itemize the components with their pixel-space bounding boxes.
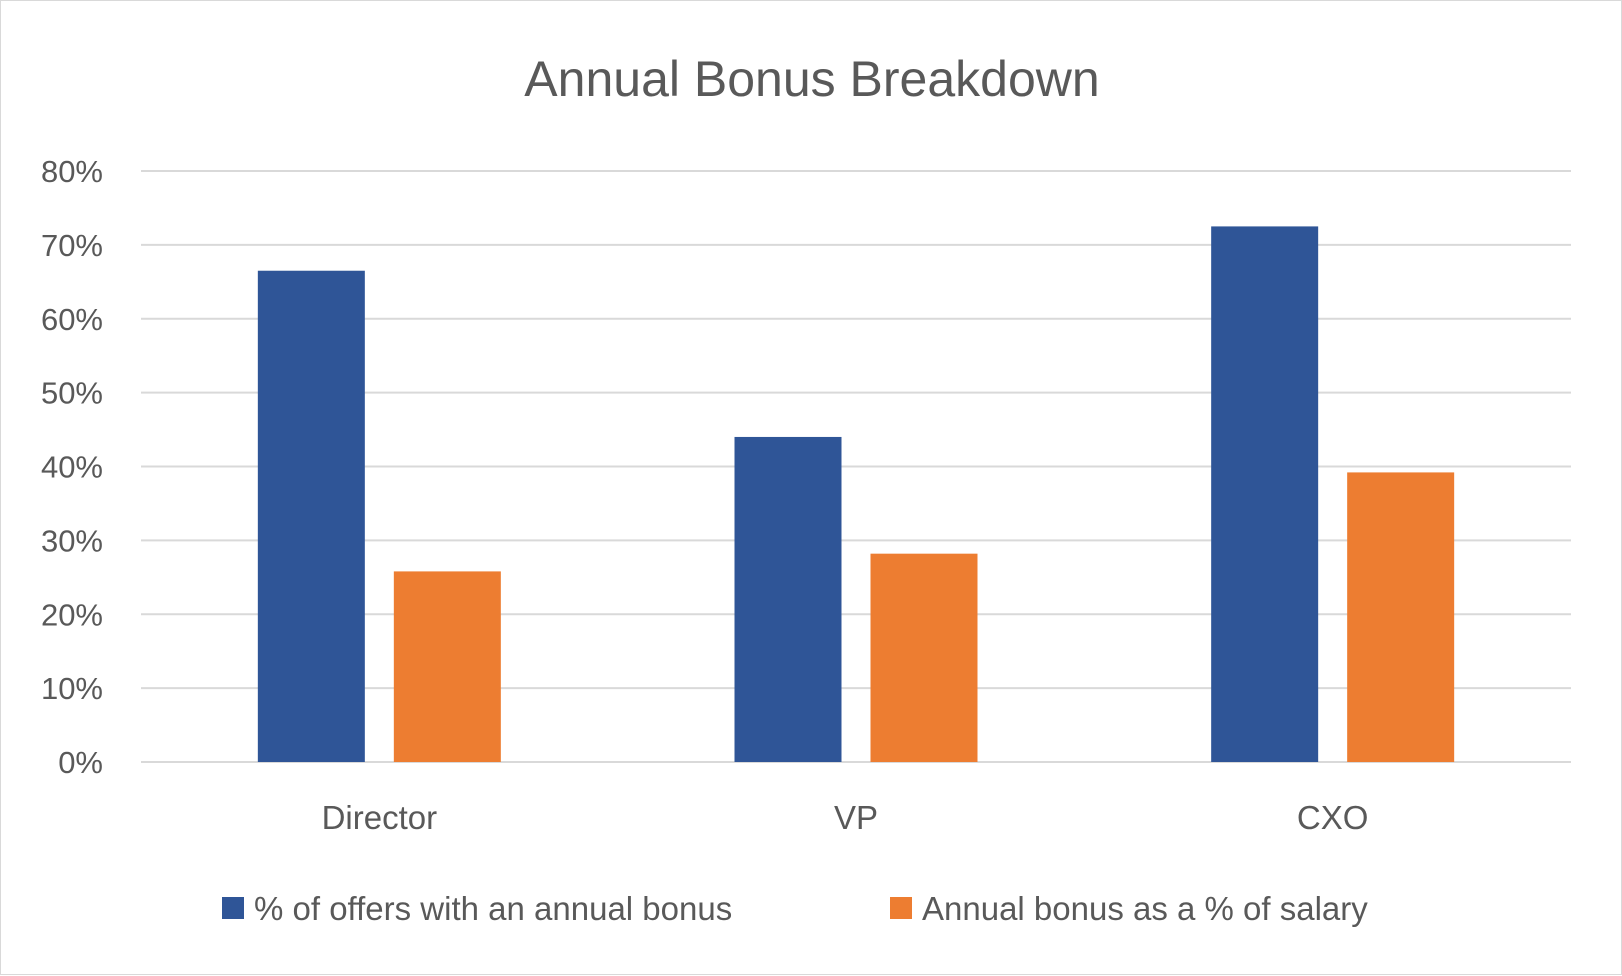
y-tick-label: 80%	[41, 154, 103, 189]
bar-vp-series-1	[734, 436, 842, 762]
bars	[257, 226, 1455, 762]
y-tick-label: 40%	[41, 450, 103, 485]
y-tick-label: 70%	[41, 228, 103, 263]
bar-director-series-1	[257, 270, 365, 762]
legend-swatch-1	[222, 897, 244, 919]
x-category-label: Director	[322, 799, 438, 836]
y-tick-label: 0%	[58, 745, 103, 780]
y-axis-tick-labels: 0% 10% 20% 30% 40% 50% 60% 70% 80%	[41, 154, 103, 780]
legend: % of offers with an annual bonus Annual b…	[222, 890, 1368, 927]
y-tick-label: 50%	[41, 376, 103, 411]
bar-cxo-series-1	[1211, 226, 1319, 762]
y-tick-label: 10%	[41, 671, 103, 706]
legend-swatch-2	[890, 897, 912, 919]
x-category-label: VP	[834, 799, 878, 836]
x-axis-category-labels: Director VP CXO	[322, 799, 1369, 836]
legend-label-1: % of offers with an annual bonus	[254, 890, 732, 927]
y-tick-label: 20%	[41, 597, 103, 632]
gridlines	[141, 170, 1571, 763]
x-category-label: CXO	[1297, 799, 1369, 836]
y-tick-label: 30%	[41, 523, 103, 558]
bar-cxo-series-2	[1347, 472, 1455, 762]
legend-label-2: Annual bonus as a % of salary	[922, 890, 1368, 927]
bar-director-series-2	[393, 571, 501, 762]
y-tick-label: 60%	[41, 302, 103, 337]
bar-vp-series-2	[870, 553, 978, 762]
chart-title: Annual Bonus Breakdown	[524, 51, 1099, 107]
